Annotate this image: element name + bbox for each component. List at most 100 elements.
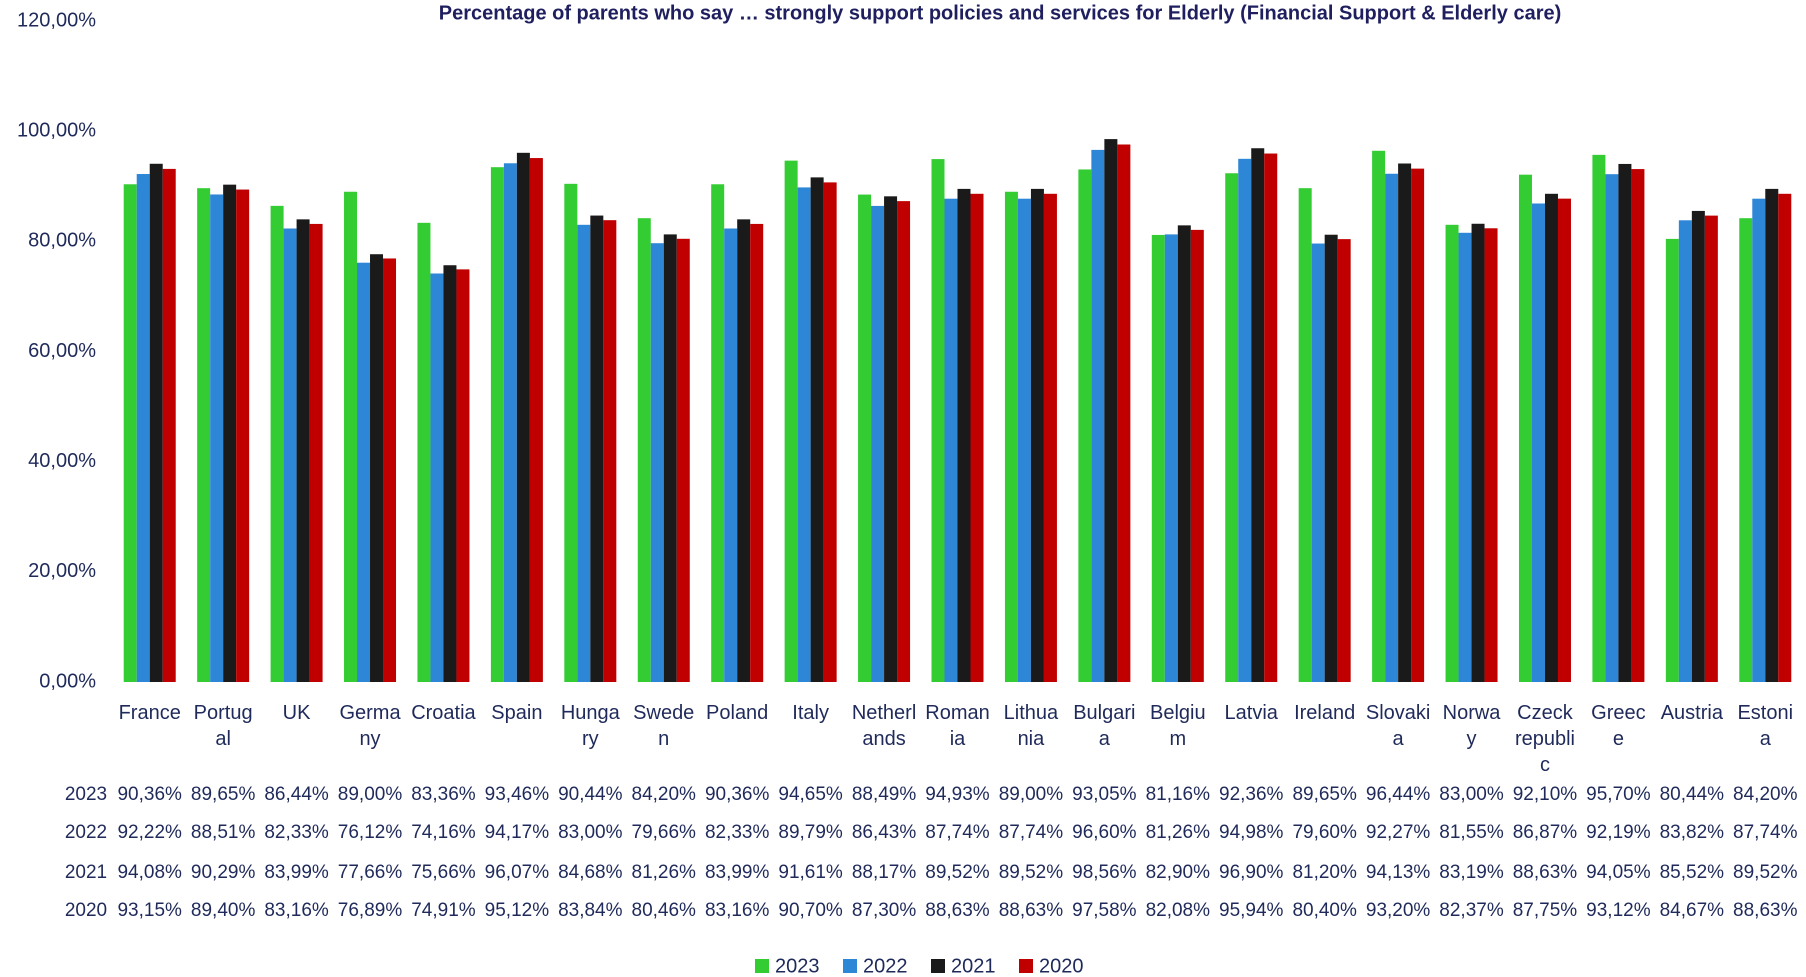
bar <box>136 174 150 683</box>
x-tick-label: UK <box>282 702 311 724</box>
bar <box>1398 163 1412 682</box>
bar <box>344 191 358 682</box>
bar <box>270 205 284 682</box>
bar <box>1739 218 1753 682</box>
table-cell: 88,63% <box>1512 862 1578 883</box>
bar <box>590 215 604 683</box>
legend-label: 2022 <box>863 955 908 977</box>
legend-swatch <box>931 959 945 973</box>
table-cell: 91,61% <box>778 862 843 883</box>
x-tick-label: Ireland <box>1294 702 1356 724</box>
table-cell: 94,65% <box>778 784 843 805</box>
table-cell: 84,20% <box>631 784 696 805</box>
legend-label: 2020 <box>1039 955 1084 977</box>
bar <box>1091 149 1105 682</box>
bar <box>1004 191 1018 682</box>
x-tick-label: Romania <box>925 702 990 750</box>
table-cell: 89,52% <box>1733 862 1798 883</box>
x-tick-label: Belgium <box>1149 702 1206 750</box>
table-cell: 77,66% <box>337 862 403 883</box>
table-cell: 95,94% <box>1219 900 1284 921</box>
table-cell: 87,30% <box>851 900 917 921</box>
bar <box>309 223 323 682</box>
table-cell: 89,00% <box>337 784 403 805</box>
bar <box>490 167 504 682</box>
table-cell: 83,99% <box>264 862 329 883</box>
x-tick-label: Sweden <box>633 702 695 750</box>
x-tick-label: Bulgaria <box>1073 702 1136 750</box>
x-tick-label: Croatia <box>411 702 476 724</box>
table-cell: 74,91% <box>411 900 476 921</box>
table-cell: 83,82% <box>1659 822 1725 843</box>
table-cell: 98,56% <box>1072 862 1137 883</box>
y-tick-label: 0,00% <box>39 670 96 692</box>
bar <box>357 262 371 682</box>
bar <box>383 258 397 682</box>
bar <box>564 183 578 682</box>
y-tick-label: 20,00% <box>28 560 96 582</box>
bar <box>1190 229 1204 682</box>
table-cell: 81,26% <box>631 862 696 883</box>
table-cell: 94,93% <box>925 784 990 805</box>
bar <box>1557 198 1571 683</box>
x-tick-label: Spain <box>491 702 543 724</box>
x-tick-label: Italy <box>792 702 829 724</box>
table-cell: 80,40% <box>1292 900 1357 921</box>
table-cell: 93,12% <box>1586 900 1651 921</box>
table-cell: 88,17% <box>851 862 917 883</box>
bar <box>1372 150 1386 682</box>
table-cell: 95,12% <box>484 900 550 921</box>
bar <box>1030 188 1044 683</box>
table-cell: 88,63% <box>998 900 1064 921</box>
x-tick-label: Portugal <box>193 702 253 750</box>
bar <box>456 269 470 682</box>
bar <box>1458 232 1472 682</box>
bar <box>1544 193 1558 682</box>
y-tick-label: 120,00% <box>17 9 96 31</box>
table-cell: 81,16% <box>1145 784 1211 805</box>
bar <box>1177 225 1191 682</box>
y-tick-label: 100,00% <box>17 119 96 141</box>
bar <box>1164 234 1178 683</box>
bar <box>1117 144 1131 682</box>
legend-label: 2021 <box>951 955 996 977</box>
table-cell: 85,52% <box>1659 862 1725 883</box>
bar <box>1518 174 1532 682</box>
table-cell: 88,51% <box>190 822 256 843</box>
x-tick-label: Greece <box>1591 702 1646 750</box>
x-tick-label: Germany <box>339 702 401 750</box>
bar <box>1765 188 1779 683</box>
bar <box>417 222 431 683</box>
table-cell: 88,49% <box>851 784 917 805</box>
chart-title: Percentage of parents who say … strongly… <box>439 2 1562 24</box>
bar <box>1324 234 1338 682</box>
table-cell: 84,68% <box>558 862 623 883</box>
table-cell: 75,66% <box>411 862 476 883</box>
bar <box>1484 228 1498 683</box>
bar <box>1665 238 1679 682</box>
x-tick-label: Lithuania <box>1003 702 1059 750</box>
bar <box>1043 193 1057 682</box>
legend-label: 2023 <box>775 955 820 977</box>
bar <box>1151 234 1165 682</box>
bar <box>1678 220 1692 682</box>
table-cell: 87,74% <box>925 822 990 843</box>
x-tick-label: France <box>118 702 181 724</box>
bar <box>1337 239 1351 682</box>
bar <box>1298 188 1312 682</box>
bar <box>858 194 872 683</box>
table-cell: 94,98% <box>1219 822 1284 843</box>
table-cell: 89,52% <box>998 862 1064 883</box>
x-tick-label: Poland <box>706 702 769 724</box>
table-cell: 90,36% <box>704 784 770 805</box>
bar <box>1691 210 1705 682</box>
table-cell: 90,36% <box>117 784 182 805</box>
x-tick-label: Hungary <box>560 702 620 750</box>
table-cell: 86,87% <box>1512 822 1578 843</box>
bar <box>236 189 250 682</box>
bar <box>1752 198 1766 682</box>
table-cell: 88,63% <box>925 900 990 921</box>
table-cell: 94,17% <box>484 822 550 843</box>
bar <box>1264 153 1278 682</box>
